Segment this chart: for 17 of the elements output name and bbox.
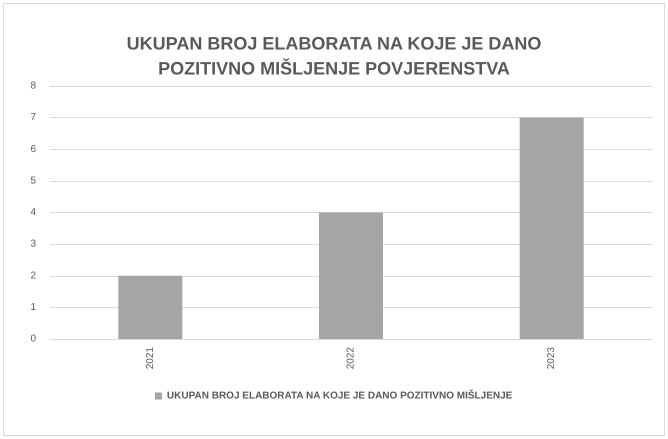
bar xyxy=(118,276,182,339)
y-tick-label: 8 xyxy=(30,80,36,92)
x-tick-label: 2023 xyxy=(546,346,558,370)
bar xyxy=(520,118,584,339)
x-tick-label: 2022 xyxy=(346,346,356,370)
y-tick-label: 1 xyxy=(30,302,36,313)
y-tick-label: 2 xyxy=(30,270,36,282)
y-tick-label: 7 xyxy=(30,112,36,124)
y-tick-label: 0 xyxy=(30,334,36,344)
y-tick-label: 5 xyxy=(30,175,36,186)
chart-title: UKUPAN BROJ ELABORATA NA KOJE JE DANO POZITIVNO MIŠLJENJE POVJERENSTVA xyxy=(126,34,542,78)
x-tick-label: 2021 xyxy=(144,346,156,370)
legend-label: UKUPAN BROJ ELABORATA NA KOJE JE DANO POZITIVNO MIŠLJENJE xyxy=(166,390,513,402)
y-tick-label: 4 xyxy=(30,207,36,218)
y-tick-label: 6 xyxy=(30,144,36,155)
y-tick-label: 3 xyxy=(30,238,36,250)
bar xyxy=(319,212,383,339)
